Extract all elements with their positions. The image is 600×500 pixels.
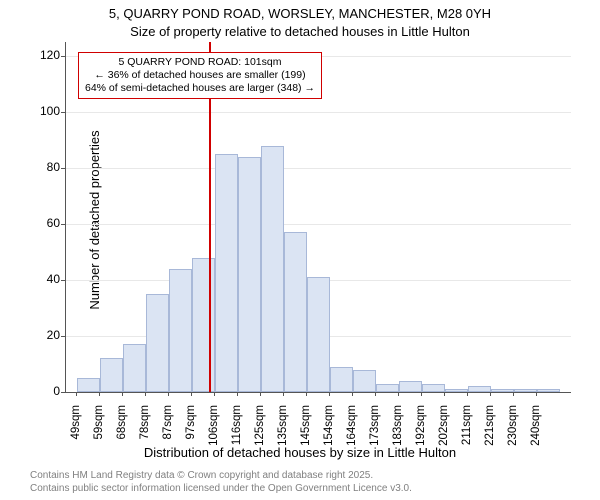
y-tick-mark [61, 336, 65, 337]
histogram-bar [261, 146, 284, 392]
x-tick-mark [444, 392, 445, 396]
y-tick-label: 20 [10, 328, 60, 342]
annotation-line-3: 64% of semi-detached houses are larger (… [85, 82, 315, 95]
histogram-bar [376, 384, 399, 392]
gridline [66, 168, 571, 169]
histogram-bar [146, 294, 169, 392]
y-tick-mark [61, 224, 65, 225]
histogram-bar [468, 386, 491, 392]
x-tick-mark [122, 392, 123, 396]
x-tick-mark [490, 392, 491, 396]
x-tick-mark [214, 392, 215, 396]
x-tick-mark [398, 392, 399, 396]
histogram-bar [123, 344, 146, 392]
x-tick-label: 97sqm [185, 405, 197, 465]
x-tick-mark [306, 392, 307, 396]
x-tick-label: 183sqm [392, 405, 404, 465]
histogram-bar [399, 381, 422, 392]
gridline [66, 224, 571, 225]
x-tick-label: 49sqm [70, 405, 82, 465]
y-tick-label: 100 [10, 104, 60, 118]
x-tick-label: 135sqm [277, 405, 289, 465]
x-tick-label: 202sqm [438, 405, 450, 465]
x-tick-label: 125sqm [254, 405, 266, 465]
gridline [66, 112, 571, 113]
x-tick-label: 78sqm [139, 405, 151, 465]
credit-line-2: Contains public sector information licen… [30, 483, 412, 494]
x-tick-mark [260, 392, 261, 396]
chart-title-main: 5, QUARRY POND ROAD, WORSLEY, MANCHESTER… [0, 6, 600, 21]
histogram-bar [307, 277, 330, 392]
credit-line-1: Contains HM Land Registry data © Crown c… [30, 470, 373, 481]
x-tick-label: 221sqm [484, 405, 496, 465]
histogram-bar [284, 232, 307, 392]
x-tick-mark [76, 392, 77, 396]
x-tick-mark [352, 392, 353, 396]
x-tick-mark [467, 392, 468, 396]
x-tick-mark [375, 392, 376, 396]
x-tick-mark [421, 392, 422, 396]
histogram-bar [215, 154, 238, 392]
histogram-bar [353, 370, 376, 392]
x-tick-label: 211sqm [461, 405, 473, 465]
x-tick-label: 154sqm [323, 405, 335, 465]
histogram-bar [537, 389, 560, 392]
x-tick-label: 230sqm [507, 405, 519, 465]
y-tick-label: 120 [10, 48, 60, 62]
x-tick-label: 164sqm [346, 405, 358, 465]
histogram-bar [422, 384, 445, 392]
x-tick-mark [513, 392, 514, 396]
x-tick-label: 173sqm [369, 405, 381, 465]
x-tick-mark [329, 392, 330, 396]
x-tick-mark [237, 392, 238, 396]
x-tick-mark [283, 392, 284, 396]
histogram-bar [330, 367, 353, 392]
annotation-line-2: ← 36% of detached houses are smaller (19… [85, 69, 315, 82]
y-tick-label: 60 [10, 216, 60, 230]
x-tick-label: 192sqm [415, 405, 427, 465]
histogram-bar [514, 389, 537, 392]
histogram-bar [100, 358, 123, 392]
y-tick-mark [61, 56, 65, 57]
y-tick-mark [61, 280, 65, 281]
y-tick-label: 80 [10, 160, 60, 174]
annotation-line-1: 5 QUARRY POND ROAD: 101sqm [85, 56, 315, 69]
histogram-bar [238, 157, 261, 392]
x-tick-mark [145, 392, 146, 396]
histogram-bar [445, 389, 468, 392]
y-tick-label: 0 [10, 384, 60, 398]
y-tick-label: 40 [10, 272, 60, 286]
x-tick-label: 106sqm [208, 405, 220, 465]
y-tick-mark [61, 112, 65, 113]
x-tick-label: 116sqm [231, 405, 243, 465]
y-tick-mark [61, 392, 65, 393]
x-tick-label: 145sqm [300, 405, 312, 465]
y-tick-mark [61, 168, 65, 169]
x-tick-label: 68sqm [116, 405, 128, 465]
x-tick-label: 59sqm [93, 405, 105, 465]
x-tick-label: 87sqm [162, 405, 174, 465]
chart-title-sub: Size of property relative to detached ho… [0, 24, 600, 39]
x-tick-mark [191, 392, 192, 396]
x-tick-mark [99, 392, 100, 396]
x-tick-mark [536, 392, 537, 396]
histogram-bar [192, 258, 215, 392]
histogram-bar [77, 378, 100, 392]
histogram-bar [491, 389, 514, 392]
histogram-bar [169, 269, 192, 392]
x-tick-label: 240sqm [530, 405, 542, 465]
x-tick-mark [168, 392, 169, 396]
annotation-box: 5 QUARRY POND ROAD: 101sqm ← 36% of deta… [78, 52, 322, 99]
